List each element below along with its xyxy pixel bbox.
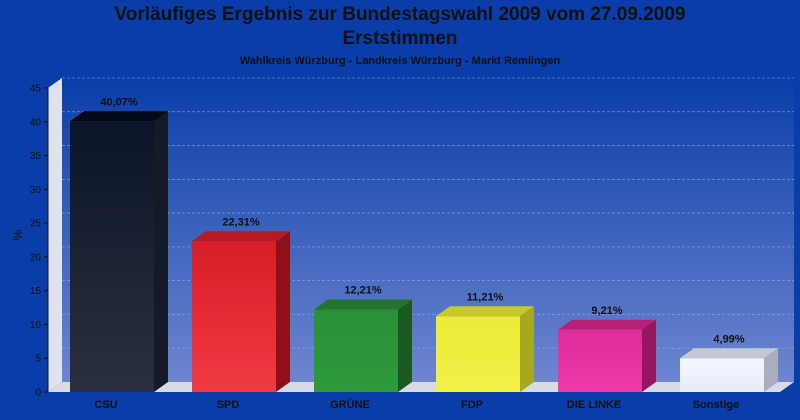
chart-title: Vorläufiges Ergebnis zur Bundestagswahl … <box>114 4 686 25</box>
bar-side <box>154 111 168 393</box>
bar-top <box>436 306 534 317</box>
y-tick-label: 20 <box>30 252 42 263</box>
bar <box>558 329 642 392</box>
bar-value-label: 11,21% <box>467 291 504 303</box>
bar-top <box>314 299 412 310</box>
y-tick-label: 45 <box>30 84 42 95</box>
bar-side <box>276 231 290 392</box>
bar <box>70 121 154 393</box>
x-tick-label: SPD <box>217 399 240 411</box>
x-tick-label: DIE LINKE <box>567 399 621 411</box>
y-tick-label: 30 <box>30 185 42 196</box>
bar <box>680 358 764 392</box>
bar-value-label: 40,07% <box>100 96 138 108</box>
x-tick-label: CSU <box>94 399 117 411</box>
bar-side <box>764 348 778 392</box>
y-tick-label: 10 <box>30 320 42 331</box>
x-tick-label: FDP <box>461 399 483 411</box>
plot-back-wall <box>62 78 794 382</box>
y-tick-label: 0 <box>35 388 41 399</box>
bar-value-label: 9,21% <box>591 305 622 317</box>
bar-top <box>680 348 778 359</box>
y-tick-label: 35 <box>30 151 42 162</box>
bar-side <box>642 319 656 392</box>
bar-top <box>70 111 168 122</box>
plot-area: 0 5 10 15 20 25 30 35 40 45% 40,07% CSU 22,31% SPD 12,… <box>11 77 794 411</box>
bar-top <box>192 231 290 242</box>
plot-left-wall <box>48 78 62 392</box>
y-axis-label: % <box>11 229 25 240</box>
y-tick-label: 25 <box>30 219 42 230</box>
y-tick-label: 5 <box>35 354 41 365</box>
bar-side <box>398 299 412 392</box>
x-tick-label: Sonstige <box>693 399 739 411</box>
y-tick-label: 15 <box>30 286 42 297</box>
bar <box>314 309 398 392</box>
bar-value-label: 12,21% <box>344 285 382 297</box>
bar-value-label: 22,31% <box>222 216 260 228</box>
chart-subtitle: Wahlkreis Würzburg - Landkreis Würzburg … <box>239 55 561 67</box>
x-tick-label: GRÜNE <box>330 398 370 411</box>
chart-title-line-2: Erststimmen <box>342 28 458 49</box>
bar <box>192 241 276 392</box>
bar <box>436 316 520 392</box>
bar-top <box>558 319 656 330</box>
bar-side <box>520 306 534 392</box>
y-tick-label: 40 <box>30 117 42 128</box>
bar-value-label: 4,99% <box>713 333 744 345</box>
